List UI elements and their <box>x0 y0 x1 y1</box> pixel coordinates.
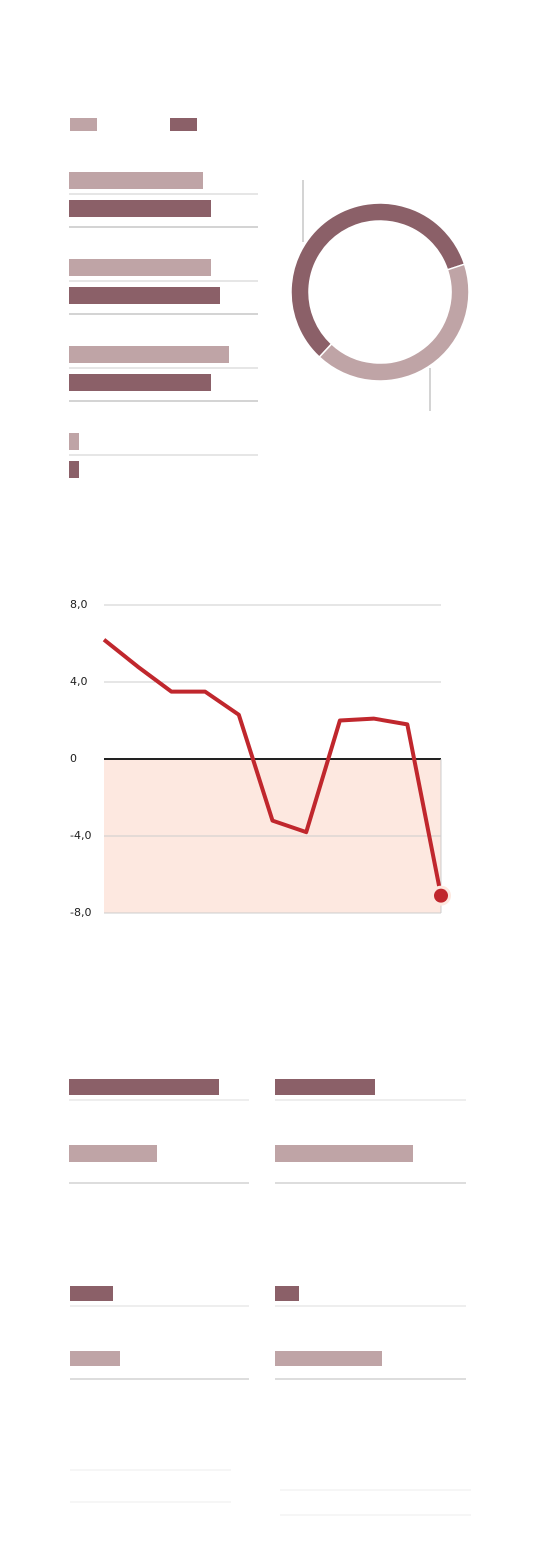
bar <box>69 287 220 304</box>
legend-swatch <box>70 118 97 131</box>
bar <box>69 200 211 217</box>
bar <box>69 346 229 363</box>
bar <box>275 1079 375 1095</box>
bar <box>69 433 79 450</box>
end-dot <box>434 888 448 903</box>
y-tick-label: 4,0 <box>70 675 88 688</box>
y-tick-label: 8,0 <box>70 598 88 611</box>
bar <box>69 1079 219 1095</box>
donut-slice <box>318 263 470 382</box>
y-tick-label: 0 <box>70 752 77 765</box>
bar <box>275 1286 299 1301</box>
bar <box>69 1145 157 1162</box>
line <box>102 638 443 897</box>
bar <box>69 172 203 189</box>
legend-swatch <box>170 118 197 131</box>
bar <box>69 374 211 391</box>
bar <box>275 1351 382 1366</box>
donut-slice <box>290 202 466 359</box>
bar <box>69 259 211 276</box>
y-tick-label: -4,0 <box>70 829 91 842</box>
bar <box>70 1286 113 1301</box>
bar <box>69 461 79 478</box>
bar <box>70 1351 120 1366</box>
y-tick-label: -8,0 <box>70 906 91 919</box>
bar <box>275 1145 413 1162</box>
